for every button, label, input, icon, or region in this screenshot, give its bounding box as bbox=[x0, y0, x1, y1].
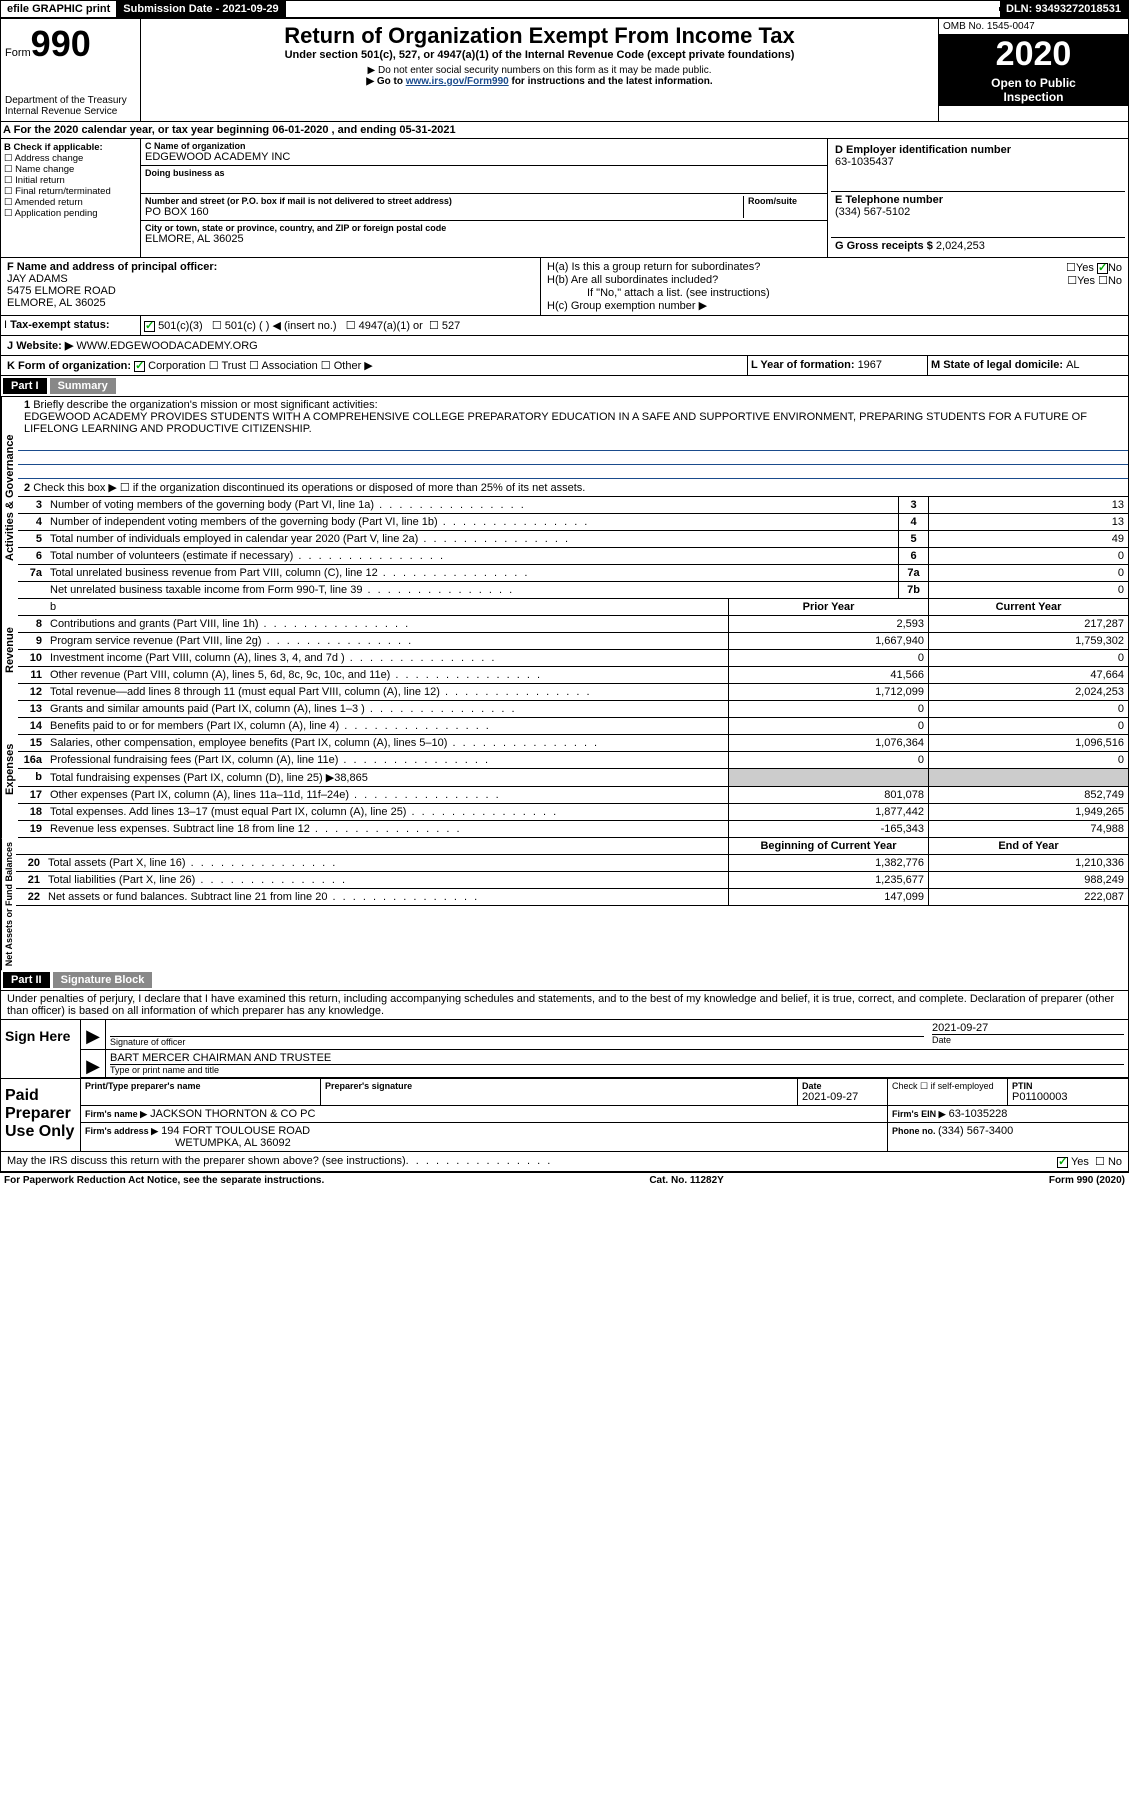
checkbox-no[interactable] bbox=[1097, 263, 1108, 274]
table-row: 15 Salaries, other compensation, employe… bbox=[18, 735, 1128, 752]
table-row: 3 Number of voting members of the govern… bbox=[18, 497, 1128, 514]
box-l: L Year of formation: 1967 bbox=[748, 356, 928, 375]
table-row: 13 Grants and similar amounts paid (Part… bbox=[18, 701, 1128, 718]
line-1-mission: 1 Briefly describe the organization's mi… bbox=[18, 397, 1128, 437]
row-j-website: J Website: ▶ WWW.EDGEWOODACADEMY.ORG bbox=[1, 336, 1128, 356]
paid-preparer-label: Paid Preparer Use Only bbox=[1, 1079, 81, 1151]
box-m: M State of legal domicile: AL bbox=[928, 356, 1128, 375]
table-row: 19 Revenue less expenses. Subtract line … bbox=[18, 821, 1128, 838]
table-row: 7a Total unrelated business revenue from… bbox=[18, 565, 1128, 582]
checkbox-discuss-yes[interactable] bbox=[1057, 1157, 1068, 1168]
form-year-box: OMB No. 1545-0047 2020 Open to PublicIns… bbox=[938, 19, 1128, 121]
table-row: 22 Net assets or fund balances. Subtract… bbox=[16, 889, 1128, 906]
omb-number: OMB No. 1545-0047 bbox=[939, 19, 1128, 35]
mission-text: EDGEWOOD ACADEMY PROVIDES STUDENTS WITH … bbox=[24, 411, 1122, 435]
website-url: WWW.EDGEWOODACADEMY.ORG bbox=[76, 340, 257, 352]
vert-label-activities: Activities & Governance bbox=[1, 397, 18, 599]
table-row: 18 Total expenses. Add lines 13–17 (must… bbox=[18, 804, 1128, 821]
row-a-tax-year: A For the 2020 calendar year, or tax yea… bbox=[1, 122, 1128, 139]
dln: DLN: 93493272018531 bbox=[1000, 1, 1128, 17]
table-row: 9 Program service revenue (Part VIII, li… bbox=[18, 633, 1128, 650]
form-990-page: Form990 Department of the Treasury Inter… bbox=[0, 18, 1129, 1173]
box-b-checkboxes: B Check if applicable: ☐ Address change … bbox=[1, 139, 141, 257]
spacer bbox=[286, 7, 1000, 11]
box-d-e-g: D Employer identification number 63-1035… bbox=[828, 139, 1128, 257]
sign-here-section: Sign Here ▶ Signature of officer 2021-09… bbox=[1, 1020, 1128, 1079]
row-k-l-m: K Form of organization: Corporation ☐ Tr… bbox=[1, 356, 1128, 376]
table-row: 16a Professional fundraising fees (Part … bbox=[18, 752, 1128, 769]
form-title-box: Return of Organization Exempt From Incom… bbox=[141, 19, 938, 121]
table-row: 12 Total revenue—add lines 8 through 11 … bbox=[18, 684, 1128, 701]
irs-link[interactable]: www.irs.gov/Form990 bbox=[406, 76, 509, 87]
arrow-icon: ▶ bbox=[81, 1020, 106, 1049]
open-public-badge: Open to PublicInspection bbox=[939, 74, 1128, 106]
table-row: 11 Other revenue (Part VIII, column (A),… bbox=[18, 667, 1128, 684]
firm-name: JACKSON THORNTON & CO PC bbox=[150, 1108, 315, 1120]
form-header: Form990 Department of the Treasury Inter… bbox=[1, 19, 1128, 122]
table-row: b Total fundraising expenses (Part IX, c… bbox=[18, 769, 1128, 787]
org-address: PO BOX 160 bbox=[145, 206, 743, 218]
form-number-box: Form990 Department of the Treasury Inter… bbox=[1, 19, 141, 121]
submission-date: Submission Date - 2021-09-29 bbox=[117, 1, 285, 17]
table-row: 5 Total number of individuals employed i… bbox=[18, 531, 1128, 548]
org-city: ELMORE, AL 36025 bbox=[145, 233, 823, 245]
form-note-1: ▶ Do not enter social security numbers o… bbox=[145, 65, 934, 76]
ein: 63-1035437 bbox=[835, 156, 1121, 168]
section-expenses: Expenses 13 Grants and similar amounts p… bbox=[1, 701, 1128, 838]
box-c-org-info: C Name of organization EDGEWOOD ACADEMY … bbox=[141, 139, 828, 257]
sign-here-label: Sign Here bbox=[1, 1020, 81, 1078]
box-h-group: H(a) Is this a group return for subordin… bbox=[541, 258, 1128, 315]
section-net-assets: Net Assets or Fund Balances Beginning of… bbox=[1, 838, 1128, 970]
vert-label-net: Net Assets or Fund Balances bbox=[1, 838, 16, 970]
checkbox-corp[interactable] bbox=[134, 361, 145, 372]
sign-date: 2021-09-27 bbox=[932, 1022, 1124, 1034]
part-1-header: Part I Summary bbox=[1, 376, 1128, 397]
discuss-row: May the IRS discuss this return with the… bbox=[1, 1152, 1128, 1172]
box-f-officer: F Name and address of principal officer:… bbox=[1, 258, 541, 315]
efile-label: efile GRAPHIC print bbox=[1, 1, 117, 17]
table-row: 14 Benefits paid to or for members (Part… bbox=[18, 718, 1128, 735]
table-row: 4 Number of independent voting members o… bbox=[18, 514, 1128, 531]
tax-year: 2020 bbox=[939, 35, 1128, 74]
table-row: 8 Contributions and grants (Part VIII, l… bbox=[18, 616, 1128, 633]
part-2-header: Part II Signature Block bbox=[1, 970, 1128, 991]
checkbox-501c3[interactable] bbox=[144, 321, 155, 332]
ptin: P01100003 bbox=[1012, 1091, 1124, 1103]
vert-label-expenses: Expenses bbox=[1, 701, 18, 838]
perjury-declaration: Under penalties of perjury, I declare th… bbox=[1, 991, 1128, 1020]
arrow-icon: ▶ bbox=[81, 1050, 106, 1077]
gross-receipts: 2,024,253 bbox=[936, 240, 985, 252]
entity-info-section: B Check if applicable: ☐ Address change … bbox=[1, 139, 1128, 258]
org-name: EDGEWOOD ACADEMY INC bbox=[145, 151, 823, 163]
top-bar: efile GRAPHIC print efile GRAPHIC print … bbox=[0, 0, 1129, 18]
row-f-h: F Name and address of principal officer:… bbox=[1, 258, 1128, 316]
table-row: 10 Investment income (Part VIII, column … bbox=[18, 650, 1128, 667]
line-2: 2 Check this box ▶ ☐ if the organization… bbox=[18, 479, 1128, 497]
form-note-2: ▶ Go to www.irs.gov/Form990 for instruct… bbox=[145, 76, 934, 87]
form-title: Return of Organization Exempt From Incom… bbox=[145, 23, 934, 49]
form-subtitle: Under section 501(c), 527, or 4947(a)(1)… bbox=[145, 49, 934, 61]
paid-preparer-section: Paid Preparer Use Only Print/Type prepar… bbox=[1, 1079, 1128, 1152]
section-revenue: Revenue b Prior Year Current Year 8 Cont… bbox=[1, 599, 1128, 701]
page-footer: For Paperwork Reduction Act Notice, see … bbox=[0, 1173, 1129, 1188]
column-headers: b Prior Year Current Year bbox=[18, 599, 1128, 616]
section-activities: Activities & Governance 1 Briefly descri… bbox=[1, 397, 1128, 599]
table-row: 17 Other expenses (Part IX, column (A), … bbox=[18, 787, 1128, 804]
box-k: K Form of organization: Corporation ☐ Tr… bbox=[1, 356, 748, 375]
table-row: 21 Total liabilities (Part X, line 26) 1… bbox=[16, 872, 1128, 889]
row-i-tax-status: I Tax-exempt status: 501(c)(3) ☐ 501(c) … bbox=[1, 316, 1128, 336]
table-row: 20 Total assets (Part X, line 16) 1,382,… bbox=[16, 855, 1128, 872]
phone: (334) 567-5102 bbox=[835, 206, 1121, 218]
officer-name: BART MERCER CHAIRMAN AND TRUSTEE bbox=[110, 1052, 1124, 1064]
table-row: 6 Total number of volunteers (estimate i… bbox=[18, 548, 1128, 565]
table-row: Net unrelated business taxable income fr… bbox=[18, 582, 1128, 599]
vert-label-revenue: Revenue bbox=[1, 599, 18, 701]
